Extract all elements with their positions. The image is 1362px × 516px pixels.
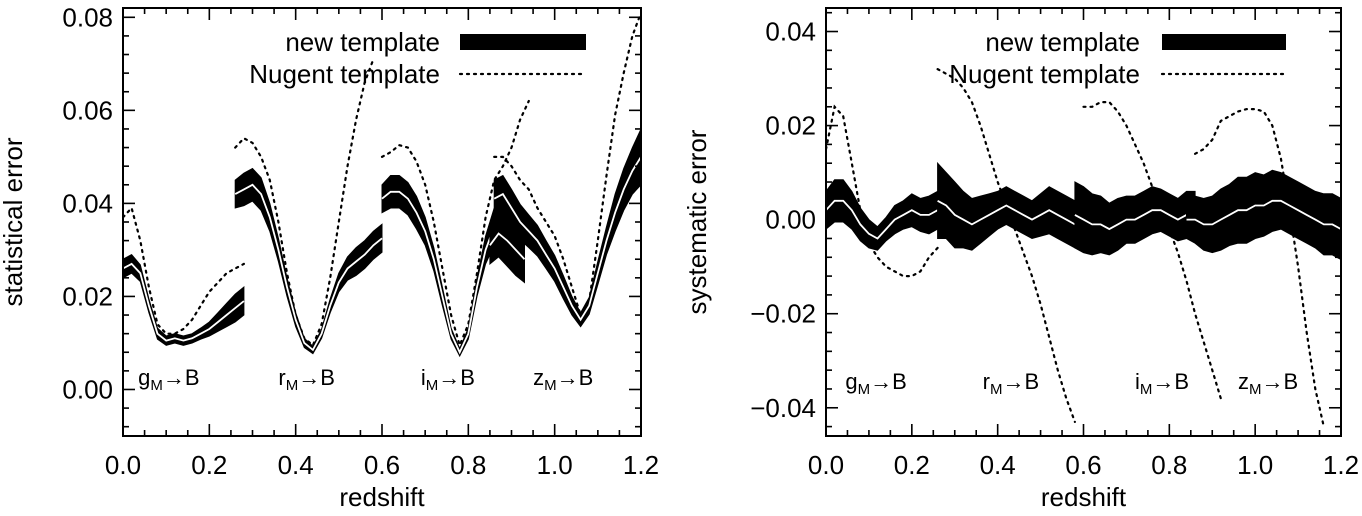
nugent-line-segment [936, 68, 1076, 423]
new-template-center-line [234, 183, 383, 352]
y-axis-title: statistical error [0, 137, 28, 306]
x-tick-label: 1.2 [1323, 450, 1359, 480]
nugent-line-segment [123, 205, 245, 335]
y-tick-label: 0.00 [62, 374, 113, 404]
plot-area [123, 11, 641, 358]
x-tick-label: 0.4 [278, 450, 314, 480]
y-axis-title: systematic error [682, 129, 712, 314]
x-axis-title: redshift [339, 482, 425, 512]
filter-label-i: iM→B [1135, 369, 1189, 398]
new-template-center-line [381, 190, 496, 355]
new-template-center-line [937, 200, 1084, 226]
new-template-band [123, 253, 245, 346]
x-tick-label: 0.0 [105, 450, 141, 480]
x-tick-label: 0.6 [364, 450, 400, 480]
filter-label-g: gM→B [845, 369, 906, 398]
new-template-band [937, 161, 1084, 251]
y-tick-label: 0.06 [62, 95, 113, 125]
y-tick-label: 0.00 [765, 205, 816, 235]
x-tick-label: 1.2 [623, 450, 659, 480]
x-tick-label: 0.0 [808, 450, 844, 480]
filter-label-g: gM→B [138, 365, 199, 394]
legend-label-nugent-template: Nugent template [249, 59, 440, 89]
new-template-center-line [826, 199, 939, 240]
new-template-center-line [123, 262, 245, 342]
legend-swatch-band [1162, 34, 1286, 50]
y-tick-label: 0.02 [765, 111, 816, 141]
nugent-line-segment [493, 11, 641, 318]
chart-panel-1: 0.0 0.2 0.4 0.6 0.8 1.0 1.2 0.00 0.02 0.04 0.06 0.0… [0, 2, 659, 512]
new-template-band [493, 128, 641, 328]
new-template-center-line [1186, 199, 1341, 230]
filter-label-i: iM→B [421, 365, 475, 394]
x-tick-label: 0.8 [450, 450, 486, 480]
new-template-center-line [493, 156, 641, 322]
filter-label-z: zM→B [533, 365, 593, 394]
nugent-line-segment [1082, 101, 1222, 400]
x-tick-label: 0.2 [894, 450, 930, 480]
y-tick-label: −0.04 [750, 393, 816, 423]
x-tick-label: 1.0 [537, 450, 573, 480]
x-tick-label: 0.2 [191, 450, 227, 480]
legend-label-new-template: new template [985, 27, 1140, 57]
y-tick-label: 0.08 [62, 2, 113, 32]
chart-panel-2: 0.0 0.2 0.4 0.6 0.8 1.0 1.2 −0.04 −0.02 0.00 0.02 0… [682, 7, 1359, 512]
nugent-line-segment [1194, 108, 1325, 428]
filter-label-r: rM→B [983, 369, 1040, 398]
new-template-band [1186, 169, 1341, 261]
new-template-center-line [489, 232, 526, 260]
filter-label-r: rM→B [278, 365, 335, 394]
legend-label-nugent-template: Nugent template [949, 59, 1140, 89]
x-tick-label: 1.0 [1237, 450, 1273, 480]
nugent-line-segment [380, 99, 530, 349]
new-template-center-line [1074, 209, 1196, 231]
filter-label-z: zM→B [1238, 369, 1298, 398]
y-tick-label: 0.02 [62, 281, 113, 311]
x-tick-label: 0.6 [1065, 450, 1101, 480]
x-tick-label: 0.4 [980, 450, 1016, 480]
nugent-line-segment [826, 104, 939, 278]
plot-area [826, 68, 1341, 428]
y-tick-label: −0.02 [750, 299, 816, 329]
x-axis-title: redshift [1041, 482, 1127, 512]
y-tick-label: 0.04 [62, 188, 113, 218]
new-template-band [234, 167, 383, 355]
legend-label-new-template: new template [285, 27, 440, 57]
x-tick-label: 0.8 [1151, 450, 1187, 480]
y-tick-label: 0.04 [765, 17, 816, 47]
legend-swatch-band [460, 34, 586, 50]
